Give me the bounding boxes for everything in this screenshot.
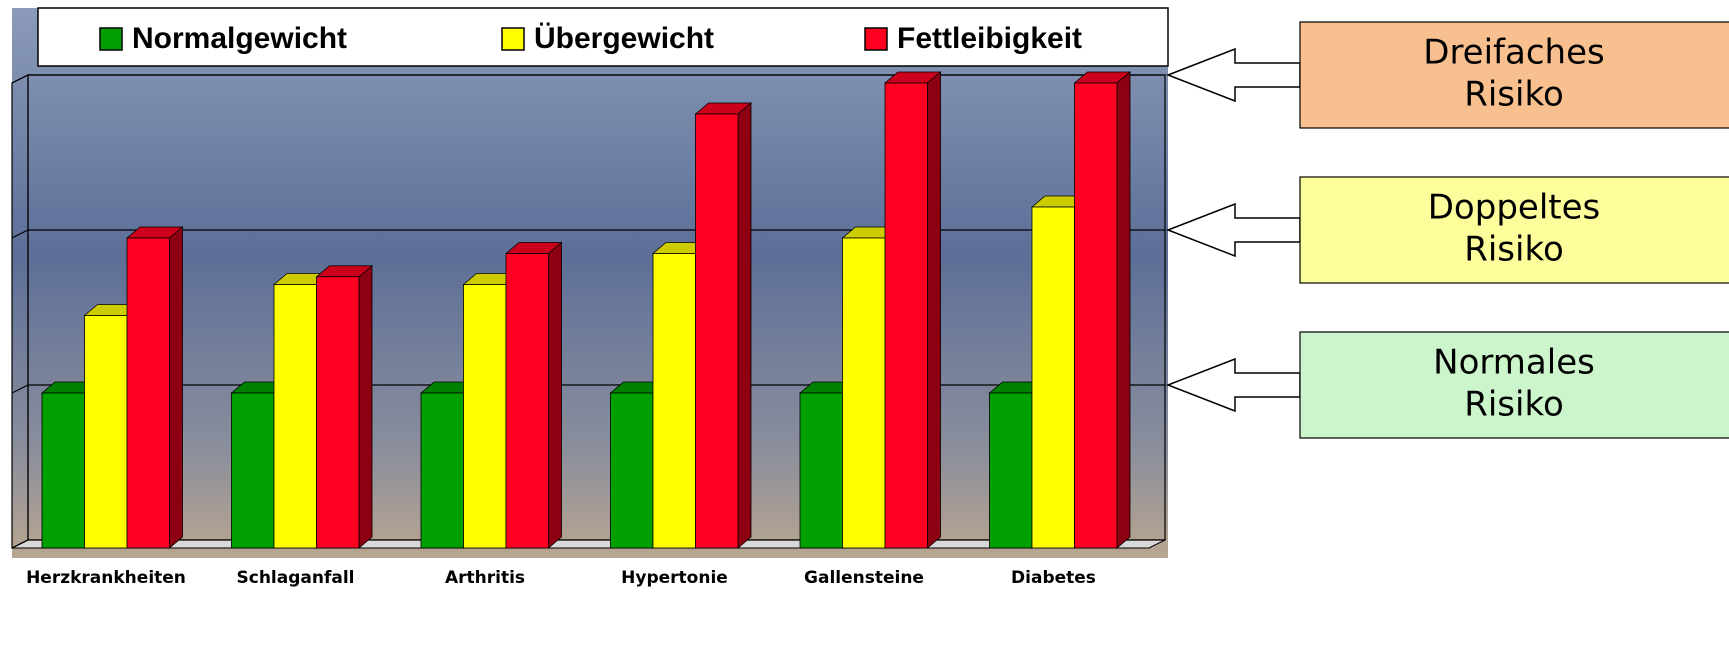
bar-front [799, 392, 843, 549]
legend-label: Normalgewicht [132, 22, 347, 55]
grid-line [11, 229, 1165, 239]
bar [883, 71, 942, 549]
bar-front [126, 237, 170, 549]
x-tick-label: Herzkrankheiten [26, 568, 186, 588]
annotation-arrow [1165, 202, 1301, 258]
photo-background [12, 8, 1168, 558]
bar [1073, 71, 1132, 549]
annotation-text: Risiko [1464, 230, 1564, 270]
bar [504, 241, 563, 549]
legend-swatch [501, 27, 525, 51]
grid-line [11, 74, 1165, 84]
bar [315, 264, 374, 549]
bar-front [231, 392, 275, 549]
bar [125, 226, 184, 549]
bar-front [505, 253, 549, 549]
legend-swatch [99, 27, 123, 51]
annotation-text: Dreifaches [1423, 33, 1604, 73]
x-tick-label: Hypertonie [621, 568, 728, 588]
bar-front [41, 392, 85, 549]
bar-front [1074, 82, 1118, 549]
annotation-box [1299, 331, 1729, 439]
bar-side [169, 226, 183, 549]
annotation-text: Risiko [1464, 75, 1564, 115]
bar-front [463, 284, 507, 549]
x-tick-label: Arthritis [445, 568, 525, 588]
bar-side [358, 264, 373, 549]
bar-front [695, 113, 739, 549]
grid-line [11, 384, 1165, 394]
bar-side [1116, 71, 1131, 549]
x-tick-label: Schlaganfall [237, 568, 355, 588]
x-tick-label: Gallensteine [804, 568, 924, 588]
bar-side [548, 241, 562, 549]
bar-front [610, 392, 654, 549]
grid-line [11, 539, 1165, 549]
annotation-text: Risiko [1464, 385, 1564, 425]
x-tick-label: Diabetes [1011, 568, 1096, 588]
bar [694, 102, 753, 549]
bar-side [927, 71, 941, 549]
bar-front [842, 237, 886, 549]
legend-label: Fettleibigkeit [897, 22, 1082, 55]
bar-front [420, 392, 464, 549]
bar-front [652, 253, 696, 549]
bar-side [737, 102, 752, 549]
bar-front [316, 276, 360, 549]
bar-front [273, 284, 317, 549]
bar-front [84, 315, 128, 549]
annotation-box [1299, 176, 1729, 284]
legend-label: Übergewicht [534, 22, 714, 55]
bar-front [1031, 206, 1075, 549]
legend-box [37, 7, 1169, 67]
legend-swatch [864, 27, 888, 51]
annotation-text: Doppeltes [1428, 188, 1600, 228]
annotation-text: Normales [1433, 343, 1595, 383]
annotation-arrow [1165, 47, 1301, 103]
bar-front [989, 392, 1033, 549]
annotation-arrow [1165, 357, 1301, 413]
bar-front [884, 82, 928, 549]
annotation-box [1299, 21, 1729, 129]
